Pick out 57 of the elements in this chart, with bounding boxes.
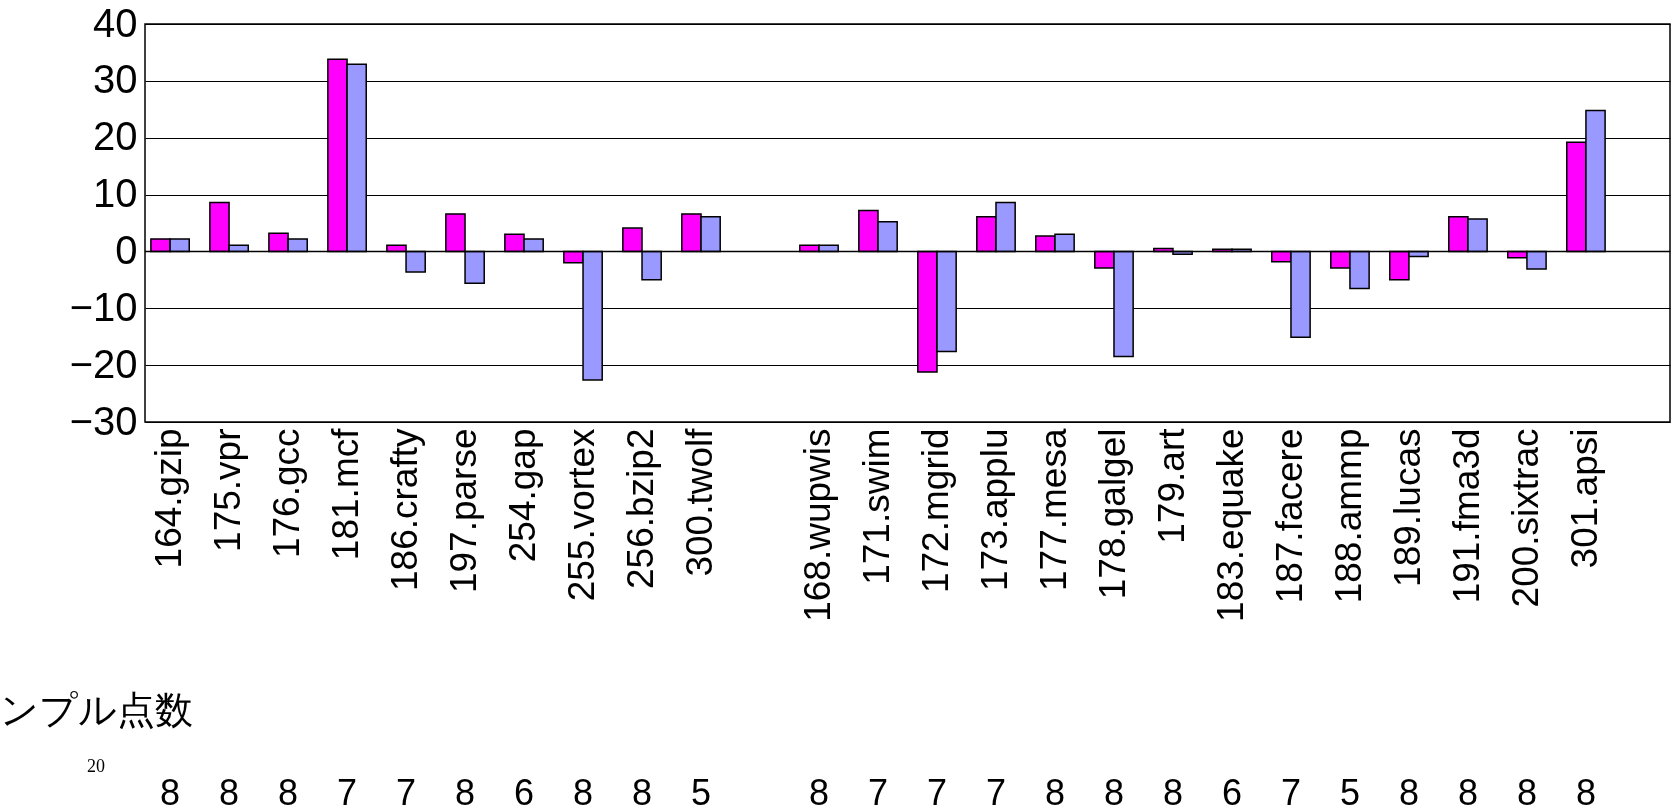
x-tick-label: 171.swim bbox=[856, 428, 897, 585]
y-tick-label: −10 bbox=[69, 284, 138, 329]
text: 5 bbox=[1339, 772, 1360, 810]
text: ンプル点数 bbox=[0, 689, 193, 731]
x-tick-label: 175.vpr bbox=[207, 428, 249, 552]
text: 8 bbox=[1575, 772, 1596, 810]
x-tick-label: 300.twolf bbox=[679, 427, 721, 577]
text: 8 bbox=[1398, 772, 1419, 810]
x-tick-label: 164.gzip bbox=[148, 428, 190, 569]
y-tick-label: 40 bbox=[93, 0, 138, 45]
y-tick-label: 10 bbox=[93, 171, 138, 216]
x-tick-label: 256.bzip2 bbox=[620, 428, 662, 589]
text: 8 bbox=[1457, 772, 1478, 810]
x-tick-label: 187.facere bbox=[1268, 428, 1310, 604]
x-tick-label: 168.wupwis bbox=[797, 428, 839, 622]
x-tick-label: 176.gcc bbox=[266, 428, 308, 559]
text: 7 bbox=[867, 772, 889, 810]
text: 6 bbox=[1221, 772, 1242, 810]
text: 7 bbox=[926, 772, 948, 810]
text: 8 bbox=[1103, 772, 1124, 810]
y-tick-label: −30 bbox=[69, 398, 138, 443]
text: 8 bbox=[808, 772, 830, 810]
x-tick-label: 254.gap bbox=[502, 428, 544, 563]
text: 8 bbox=[455, 772, 476, 810]
y-tick-label: 30 bbox=[93, 57, 138, 102]
x-tick-label: 301.apsi bbox=[1563, 428, 1605, 569]
text: 8 bbox=[160, 772, 181, 810]
text: 8 bbox=[278, 772, 299, 810]
text: 5 bbox=[691, 772, 712, 810]
text: 8 bbox=[573, 772, 594, 810]
x-tick-label: 178.galgel bbox=[1091, 428, 1133, 600]
text: 8 bbox=[1162, 772, 1183, 810]
x-tick-label: 189.lucas bbox=[1386, 428, 1428, 587]
y-tick-label: 0 bbox=[115, 227, 138, 272]
text: 7 bbox=[396, 772, 417, 810]
text: 8 bbox=[1516, 772, 1537, 810]
text: 7 bbox=[1280, 772, 1301, 810]
x-tick-label: 181.mcf bbox=[325, 427, 367, 561]
text: 8 bbox=[219, 772, 240, 810]
x-tick-label: 191.fma3d bbox=[1445, 428, 1487, 604]
y-tick-label: −20 bbox=[69, 341, 138, 386]
x-tick-label: 255.vortex bbox=[561, 428, 603, 602]
text: 8 bbox=[632, 772, 653, 810]
x-tick-label: 197.parse bbox=[443, 428, 485, 594]
x-tick-label: 172.mgrid bbox=[915, 428, 956, 594]
x-tick-label: 173.applu bbox=[973, 428, 1015, 592]
text: 7 bbox=[337, 772, 358, 810]
text: 6 bbox=[514, 772, 535, 810]
y-tick-label: 20 bbox=[93, 114, 138, 159]
x-tick-label: 186.crafty bbox=[384, 428, 426, 591]
x-tick-label: 179.art bbox=[1150, 427, 1192, 544]
x-tick-label: 177.mesa bbox=[1032, 428, 1074, 591]
x-tick-label: 188.ammp bbox=[1327, 428, 1369, 604]
x-tick-label: 200.sixtrac bbox=[1504, 428, 1546, 608]
x-tick-label: 183.equake bbox=[1209, 428, 1251, 622]
text: 8 bbox=[1044, 772, 1065, 810]
text: 7 bbox=[985, 772, 1007, 810]
